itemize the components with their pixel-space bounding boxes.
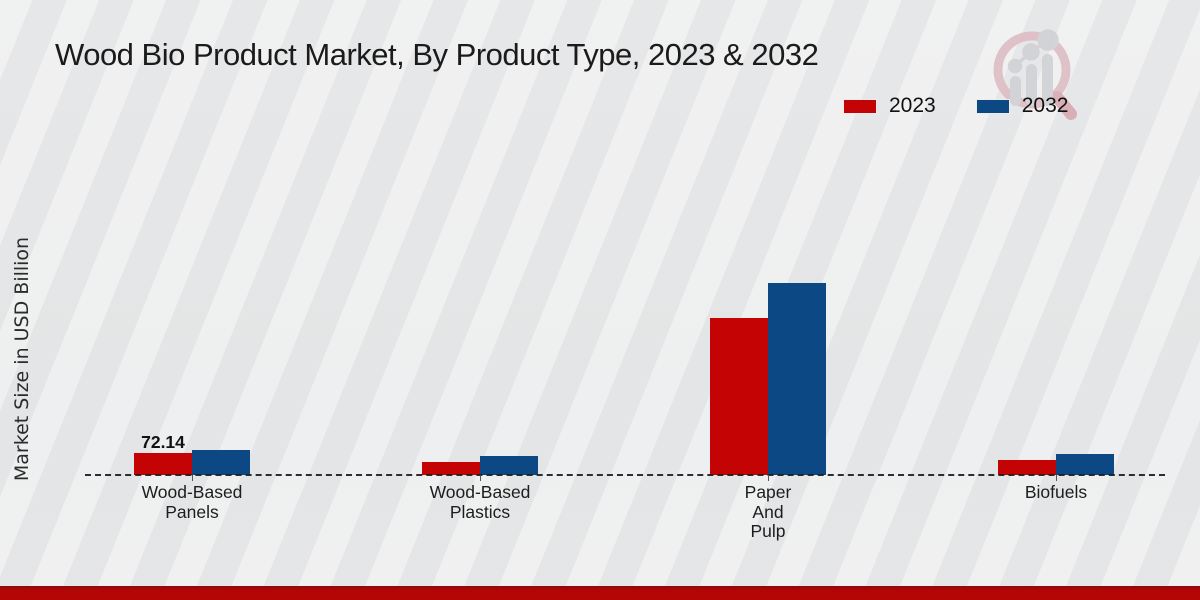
bar-2032-wood-based-panels bbox=[192, 450, 250, 475]
axis-tick bbox=[1056, 475, 1057, 481]
bar-group-biofuels bbox=[998, 454, 1114, 475]
category-label-wood-based-panels: Wood-Based Panels bbox=[141, 482, 243, 522]
footer-red-strip bbox=[0, 586, 1200, 600]
legend-swatch-2032 bbox=[975, 98, 1010, 114]
data-label-2023-wood-based-panels: 72.14 bbox=[141, 432, 185, 452]
category-label-wood-based-plastics: Wood-Based Plastics bbox=[429, 482, 531, 522]
bar-group-wood-based-plastics bbox=[422, 456, 538, 475]
axis-tick bbox=[480, 475, 481, 481]
legend-label-2023: 2023 bbox=[889, 94, 936, 117]
legend-item-2032: 2032 bbox=[975, 94, 1069, 118]
bar-group-paper-and-pulp bbox=[710, 283, 826, 475]
axis-tick bbox=[768, 475, 769, 481]
category-label-biofuels: Biofuels bbox=[1024, 482, 1088, 502]
bar-2032-wood-based-plastics bbox=[480, 456, 538, 475]
category-label-paper-and-pulp: Paper And Pulp bbox=[744, 482, 792, 542]
bar-2032-biofuels bbox=[1056, 454, 1114, 475]
legend-label-2032: 2032 bbox=[1021, 94, 1069, 117]
bar-group-wood-based-panels bbox=[134, 450, 250, 475]
bar-2023-biofuels bbox=[998, 460, 1056, 475]
bar-2032-paper-and-pulp bbox=[768, 283, 826, 475]
legend-swatch-2023 bbox=[843, 98, 877, 114]
axis-tick bbox=[192, 475, 193, 481]
chart-title: Wood Bio Product Market, By Product Type… bbox=[55, 37, 819, 72]
bar-2023-paper-and-pulp bbox=[710, 318, 768, 475]
legend: 2023 2032 bbox=[843, 94, 1068, 118]
x-axis-baseline bbox=[85, 474, 1165, 476]
bar-2023-wood-based-plastics bbox=[422, 462, 480, 475]
magnifier-bar-chart-logo-icon bbox=[993, 29, 1077, 120]
bar-2023-wood-based-panels bbox=[134, 453, 192, 475]
legend-item-2023: 2023 bbox=[843, 94, 936, 118]
